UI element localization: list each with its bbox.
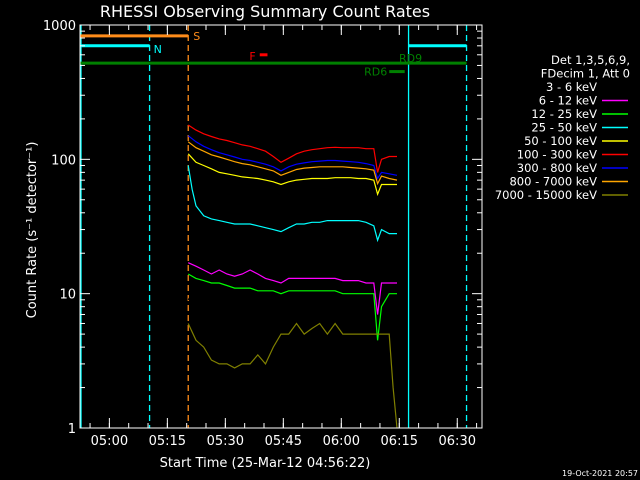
y-axis-label: Count Rate (s⁻¹ detector⁻¹): [25, 142, 40, 319]
x-tick-label: 05:30: [207, 434, 244, 449]
series-line-7: [187, 141, 398, 186]
legend-header-0: Det 1,3,5,6,9,: [551, 53, 630, 67]
status-bars: S N F RD9 RD6: [80, 30, 467, 79]
y-tick-label: 1000: [43, 19, 76, 34]
series-line-5: [187, 124, 397, 173]
x-tick-label: 05:00: [91, 434, 128, 449]
x-tick-label: 05:15: [149, 434, 186, 449]
y-tick-label: 10: [59, 288, 76, 303]
x-tick-label: 06:00: [323, 434, 360, 449]
legend-label-1: 6 - 12 keV: [539, 94, 597, 108]
x-axis-label: Start Time (25-Mar-12 04:56:22): [160, 456, 371, 471]
series-line-1: [187, 262, 397, 315]
legend-label-2: 12 - 25 keV: [531, 107, 597, 121]
legend-label-7: 800 - 7000 keV: [509, 175, 597, 189]
legend-header-1: FDecim 1, Att 0: [541, 67, 630, 81]
chart-title: RHESSI Observing Summary Count Rates: [100, 2, 430, 21]
y-tick-label: 100: [51, 153, 76, 168]
axes: 1 10 100 1000 05:00 05:15 05:30 05:45 06:00 06:15…: [43, 19, 483, 449]
legend-label-5: 100 - 300 keV: [517, 148, 597, 162]
series-line-6: [187, 135, 398, 180]
x-tick-label: 06:15: [381, 434, 418, 449]
y-tick-label: 1: [68, 422, 76, 437]
series-line-3: [187, 165, 397, 243]
series-line-2: [187, 273, 397, 341]
series-line-0: [187, 286, 398, 429]
series-group: [187, 124, 398, 429]
series-line-8: [187, 322, 398, 429]
legend-label-4: 50 - 100 keV: [524, 134, 597, 148]
legend-label-3: 25 - 50 keV: [531, 121, 597, 135]
bar-label-rd6: RD6: [364, 66, 387, 79]
bar-label-n: N: [154, 43, 162, 56]
bar-label-rd9: RD9: [399, 52, 422, 65]
series-line-4: [187, 153, 397, 197]
legend-label-8: 7000 - 15000 keV: [495, 188, 597, 202]
footer-date: 19-Oct-2021 20:57: [562, 469, 638, 478]
legend-label-6: 300 - 800 keV: [517, 161, 597, 175]
legend-label-0: 3 - 6 keV: [546, 80, 597, 94]
x-tick-label: 05:45: [265, 434, 302, 449]
legend: Det 1,3,5,6,9,FDecim 1, Att 03 - 6 keV6 …: [495, 53, 630, 202]
x-tick-label: 06:30: [439, 434, 476, 449]
plot-frame: [79, 24, 483, 429]
bar-label-f: F: [249, 50, 255, 63]
marker-lines: [80, 25, 468, 428]
bar-label-s: S: [193, 30, 200, 43]
